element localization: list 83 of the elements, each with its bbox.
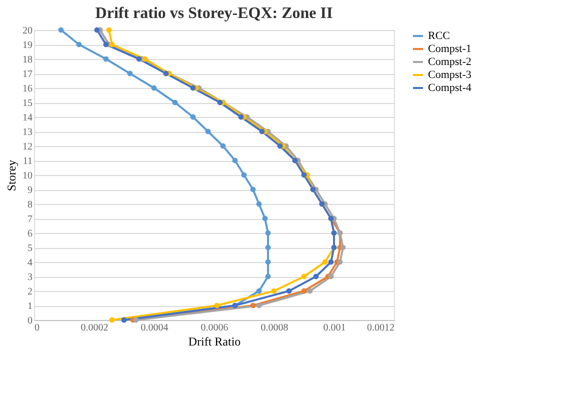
point xyxy=(103,56,109,62)
y-tick-label: 2 xyxy=(28,286,32,298)
point xyxy=(217,100,223,106)
y-tick-label: 18 xyxy=(22,54,32,66)
y-axis-title: Storey xyxy=(4,160,18,192)
point xyxy=(214,302,220,308)
legend-label: RCC xyxy=(428,30,450,42)
y-tick-label: 17 xyxy=(22,69,32,80)
point xyxy=(328,259,334,265)
legend-label: Compst-3 xyxy=(428,69,472,81)
point xyxy=(127,70,133,76)
point xyxy=(256,201,262,207)
y-tick-label: 5 xyxy=(28,243,32,254)
point xyxy=(103,42,109,48)
point xyxy=(220,143,226,149)
point xyxy=(58,27,64,33)
y-tick-label: 3 xyxy=(28,272,32,283)
point xyxy=(94,27,100,33)
chart-title: Drift ratio vs Storey-EQX: Zone II xyxy=(95,5,333,22)
point xyxy=(109,42,115,48)
point xyxy=(238,114,244,120)
point xyxy=(190,85,196,91)
point xyxy=(277,143,283,149)
point xyxy=(172,100,178,106)
point xyxy=(286,288,292,294)
x-tick-label: 0 xyxy=(34,322,40,334)
y-tick-label: 10 xyxy=(22,170,32,182)
y-tick-label: 9 xyxy=(28,185,32,196)
point xyxy=(250,186,256,192)
point xyxy=(151,85,157,91)
point xyxy=(232,158,238,164)
y-tick-label: 4 xyxy=(28,258,32,268)
point xyxy=(136,56,142,62)
y-tick-label: 8 xyxy=(28,200,32,210)
y-tick-label: 0 xyxy=(28,316,32,326)
point xyxy=(256,288,262,294)
point xyxy=(313,274,319,280)
point xyxy=(265,259,271,265)
point xyxy=(262,216,268,222)
y-tick-label: 6 xyxy=(28,228,32,240)
x-tick-label: 0.0012 xyxy=(367,322,394,334)
y-tick-label: 20 xyxy=(22,26,32,36)
point xyxy=(190,114,196,120)
y-tick-label: 11 xyxy=(22,156,32,167)
point xyxy=(301,274,307,280)
point xyxy=(106,27,112,33)
y-tick-label: 14 xyxy=(22,112,32,124)
y-tick-label: 19 xyxy=(22,40,32,51)
y-tick-label: 7 xyxy=(28,214,32,225)
point xyxy=(205,128,211,134)
point xyxy=(322,259,328,265)
x-tick-label: 0.0004 xyxy=(140,322,168,334)
point xyxy=(133,317,139,323)
legend-label: Compst-2 xyxy=(428,56,472,68)
x-tick-label: 0.001 xyxy=(323,322,346,334)
y-tick-label: 15 xyxy=(22,98,32,109)
point xyxy=(142,56,148,62)
point xyxy=(256,302,262,308)
y-tick-label: 1 xyxy=(28,301,32,312)
x-tick-label: 0.0002 xyxy=(80,322,108,334)
point xyxy=(76,42,82,48)
point xyxy=(301,172,307,178)
point xyxy=(109,317,115,323)
point xyxy=(259,128,265,134)
y-tick-label: 13 xyxy=(22,127,32,138)
point xyxy=(265,274,271,280)
point xyxy=(340,244,346,250)
point xyxy=(307,288,313,294)
x-axis-title: Drift Ratio xyxy=(188,334,241,348)
legend-label: Compst-4 xyxy=(428,82,472,94)
x-tick-label: 0.0006 xyxy=(200,322,228,334)
point xyxy=(265,244,271,250)
point xyxy=(337,259,343,265)
point xyxy=(328,274,334,280)
point xyxy=(250,302,256,308)
point xyxy=(301,288,307,294)
point xyxy=(265,230,271,236)
y-tick-label: 12 xyxy=(22,142,32,152)
x-tick-label: 0.0008 xyxy=(260,322,288,334)
point xyxy=(241,172,247,178)
y-tick-label: 16 xyxy=(22,84,32,94)
point xyxy=(271,288,277,294)
legend-label: Compst-1 xyxy=(428,43,472,55)
